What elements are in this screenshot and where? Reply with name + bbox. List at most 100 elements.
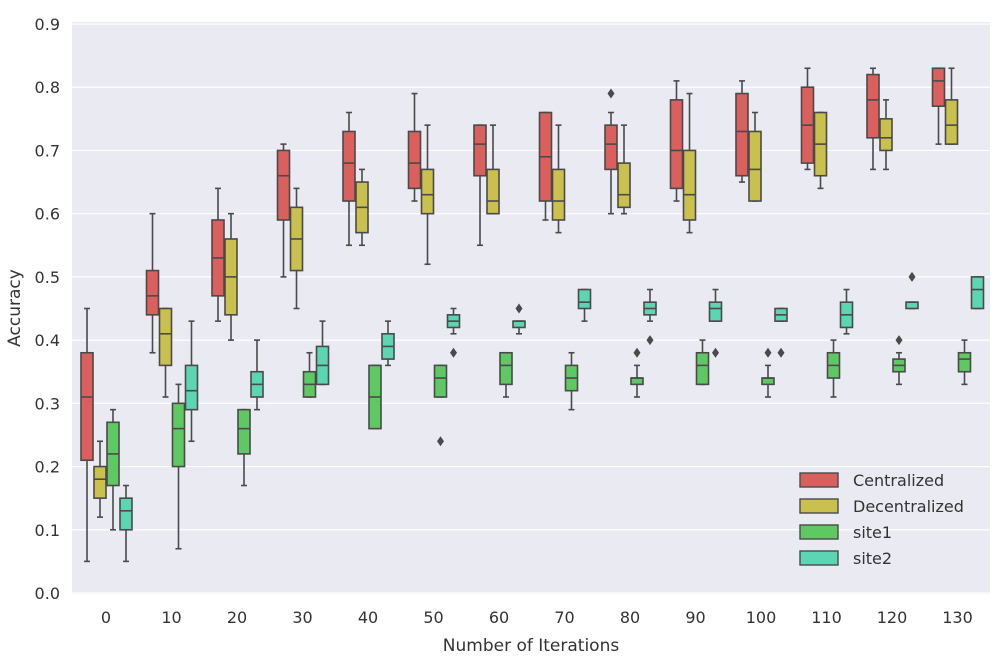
box-centralized-80 [604, 88, 618, 215]
box-decentralized-30 [289, 187, 304, 310]
box-iqr [433, 364, 448, 398]
box-iqr [158, 307, 173, 367]
box-centralized-20 [211, 187, 225, 322]
box-decentralized-80 [617, 124, 631, 215]
x-tick-label: 90 [685, 608, 705, 627]
box-decentralized-60 [486, 124, 500, 215]
box-iqr [748, 130, 762, 202]
box-centralized-60 [473, 124, 487, 247]
box-iqr [499, 351, 513, 386]
box-iqr [145, 269, 160, 316]
y-tick-label: 0.9 [35, 15, 60, 34]
box-site2-0 [119, 484, 133, 563]
y-tick-label: 0.7 [35, 141, 60, 160]
box-iqr [420, 168, 435, 215]
box-site1-10 [171, 383, 186, 550]
box-iqr [486, 168, 500, 215]
legend-label: site2 [853, 549, 892, 568]
box-iqr [944, 99, 959, 145]
box-site1-0 [106, 408, 120, 531]
box-decentralized-100 [748, 111, 762, 202]
box-centralized-110 [800, 67, 815, 171]
box-decentralized-110 [813, 111, 828, 190]
box-iqr [957, 351, 972, 373]
box-iqr [342, 130, 356, 202]
box-centralized-90 [669, 80, 684, 202]
box-iqr [577, 288, 592, 310]
x-tick-label: 110 [811, 608, 842, 627]
outlier-marker [646, 335, 654, 346]
box-site2-10 [184, 320, 199, 443]
box-iqr [473, 124, 487, 177]
x-tick-label: 30 [292, 608, 312, 627]
y-tick-label: 0.4 [35, 331, 60, 350]
box-decentralized-70 [551, 124, 566, 234]
box-iqr [512, 320, 526, 329]
box-decentralized-10 [158, 307, 173, 398]
box-site1-120 [892, 335, 906, 386]
legend-item: site2 [799, 549, 892, 568]
box-decentralized-40 [355, 168, 369, 247]
box-site1-80 [630, 347, 644, 398]
y-tick-label: 0.3 [35, 394, 60, 413]
box-centralized-50 [407, 92, 422, 202]
box-site1-110 [826, 339, 841, 398]
box-iqr [119, 497, 133, 531]
x-tick-label: 70 [554, 608, 574, 627]
x-tick-label: 10 [161, 608, 181, 627]
y-tick-labels: 0.0 0.1 0.2 0.3 0.4 0.5 0.6 0.7 0.8 0.9 [35, 15, 60, 603]
legend-label: Centralized [853, 471, 944, 490]
box-centralized-0 [80, 307, 94, 563]
x-tick-label: 130 [942, 608, 973, 627]
x-tick-label: 0 [101, 608, 111, 627]
box-site2-80 [643, 288, 657, 346]
box-site1-70 [564, 351, 579, 411]
box-site1-60 [499, 351, 513, 398]
box-site2-20 [250, 339, 264, 411]
box-site1-90 [695, 339, 710, 386]
x-axis-title: Number of Iterations [443, 636, 620, 656]
x-tick-label: 40 [358, 608, 378, 627]
box-site2-30 [315, 320, 330, 386]
legend-swatch [799, 550, 839, 566]
y-axis-title: Accuracy [5, 269, 25, 347]
box-iqr [407, 130, 422, 190]
box-iqr [237, 408, 251, 455]
x-tick-label: 50 [423, 608, 443, 627]
box-decentralized-0 [93, 440, 107, 518]
box-decentralized-120 [879, 99, 893, 171]
outlier-marker [607, 88, 615, 99]
legend-swatch [799, 524, 839, 540]
box-iqr [551, 168, 566, 221]
legend-item: site1 [799, 523, 892, 542]
box-iqr [171, 402, 186, 468]
x-tick-label: 80 [620, 608, 640, 627]
box-centralized-100 [735, 80, 749, 183]
box-site2-120 [905, 271, 919, 310]
box-site1-130 [957, 339, 972, 386]
box-site2-40 [381, 320, 395, 367]
gridlines [72, 23, 990, 594]
box-decentralized-20 [224, 212, 238, 341]
box-iqr [617, 162, 631, 209]
box-site2-50 [446, 307, 461, 358]
box-site1-40 [368, 364, 382, 430]
box-site2-100 [774, 307, 788, 358]
box-iqr [735, 92, 749, 177]
box-iqr [931, 67, 946, 107]
y-tick-label: 0.0 [35, 584, 60, 603]
box-decentralized-90 [682, 92, 697, 234]
box-site2-90 [708, 288, 723, 358]
y-tick-label: 0.5 [35, 268, 60, 287]
box-centralized-130 [931, 67, 946, 145]
box-iqr [708, 301, 723, 322]
box-site1-20 [237, 408, 251, 487]
outlier-marker [515, 303, 523, 314]
box-centralized-120 [866, 67, 880, 171]
x-tick-label: 60 [489, 608, 509, 627]
box-site1-50 [433, 364, 448, 447]
box-site2-70 [577, 288, 592, 322]
box-site2-110 [839, 288, 854, 335]
legend-swatch [799, 498, 839, 514]
x-tick-label: 120 [877, 608, 908, 627]
